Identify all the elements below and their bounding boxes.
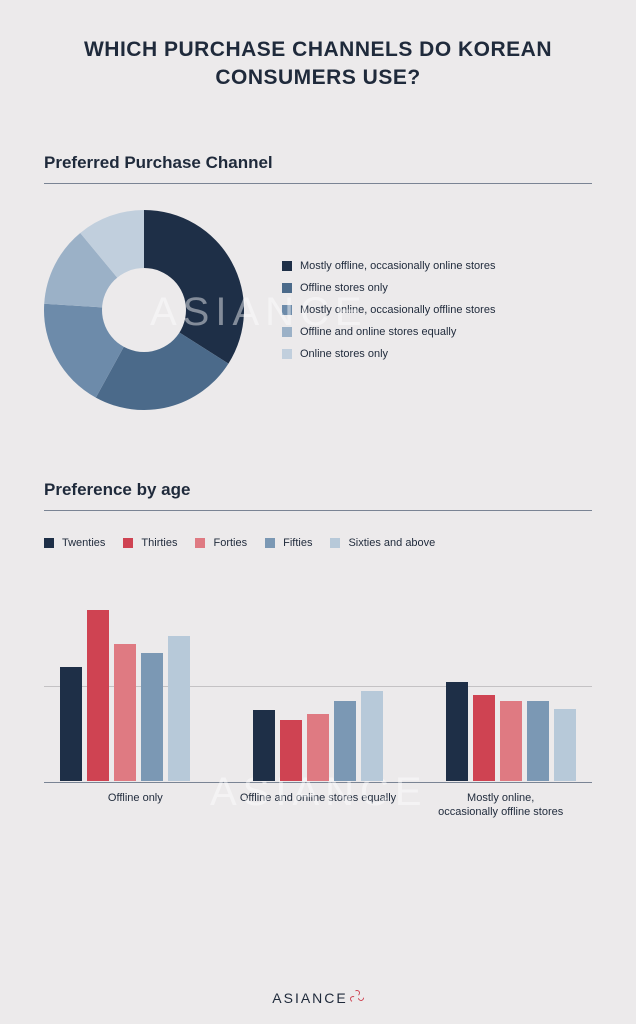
bar [554,709,576,781]
legend-swatch [265,538,275,548]
bar-group [44,610,207,781]
page-title: WHICH PURCHASE CHANNELS DO KOREAN CONSUM… [44,36,592,93]
legend-label: Online stores only [300,348,388,360]
footer-logo: ASIANCE [0,990,636,1006]
legend-swatch [282,261,292,271]
bar [60,667,82,781]
bar [168,636,190,780]
section-rule [44,510,592,511]
bar [307,714,329,781]
bar [500,701,522,781]
legend-swatch [123,538,133,548]
footer-brand-text: ASIANCE [272,990,347,1006]
legend-label: Mostly offline, occasionally online stor… [300,260,495,272]
legend-item: Fifties [265,537,312,549]
legend-label: Offline and online stores equally [300,326,456,338]
legend-swatch [195,538,205,548]
section-title-bar: Preference by age [44,480,592,500]
bar-chart [44,593,592,783]
legend-item: Offline stores only [282,282,495,294]
legend-label: Sixties and above [348,537,435,549]
legend-label: Mostly online, occasionally offline stor… [300,304,495,316]
legend-item: Mostly online, occasionally offline stor… [282,304,495,316]
donut-chart [44,210,244,410]
bar-group [429,682,592,781]
legend-label: Fifties [283,537,312,549]
section-preferred-channel: Preferred Purchase Channel Mostly offlin… [44,153,592,410]
legend-swatch [44,538,54,548]
legend-swatch [282,305,292,315]
legend-label: Offline stores only [300,282,388,294]
bar [473,695,495,781]
bar [253,710,275,780]
legend-item: Online stores only [282,348,495,360]
legend-item: Sixties and above [330,537,435,549]
bar-category-label: Offline only [44,791,227,820]
donut-legend: Mostly offline, occasionally online stor… [282,260,495,360]
legend-item: Mostly offline, occasionally online stor… [282,260,495,272]
bar [527,701,549,781]
legend-item: Forties [195,537,247,549]
pinwheel-icon [350,990,364,1004]
legend-label: Twenties [62,537,105,549]
legend-label: Forties [213,537,247,549]
legend-item: Thirties [123,537,177,549]
section-rule [44,183,592,184]
legend-swatch [282,283,292,293]
bar-group [237,691,400,780]
section-title-donut: Preferred Purchase Channel [44,153,592,173]
legend-item: Twenties [44,537,105,549]
bar-category-label: Offline and online stores equally [227,791,410,820]
bar [141,653,163,780]
donut-wrap: Mostly offline, occasionally online stor… [44,210,592,410]
bar [114,644,136,781]
legend-swatch [282,327,292,337]
bar-legend: Twenties Thirties Forties Fifties Sixties an… [44,537,592,549]
page: WHICH PURCHASE CHANNELS DO KOREAN CONSUM… [0,0,636,829]
donut-hole [102,268,186,352]
bar [334,701,356,781]
bar-category-label: Mostly online,occasionally offline store… [409,791,592,820]
bar [361,691,383,780]
legend-label: Thirties [141,537,177,549]
legend-swatch [330,538,340,548]
legend-swatch [282,349,292,359]
legend-item: Offline and online stores equally [282,326,495,338]
bar [446,682,468,781]
section-preference-by-age: Preference by age Twenties Thirties Fortie… [44,480,592,820]
bar [87,610,109,781]
bar [280,720,302,781]
bar-category-labels: Offline onlyOffline and online stores eq… [44,791,592,820]
